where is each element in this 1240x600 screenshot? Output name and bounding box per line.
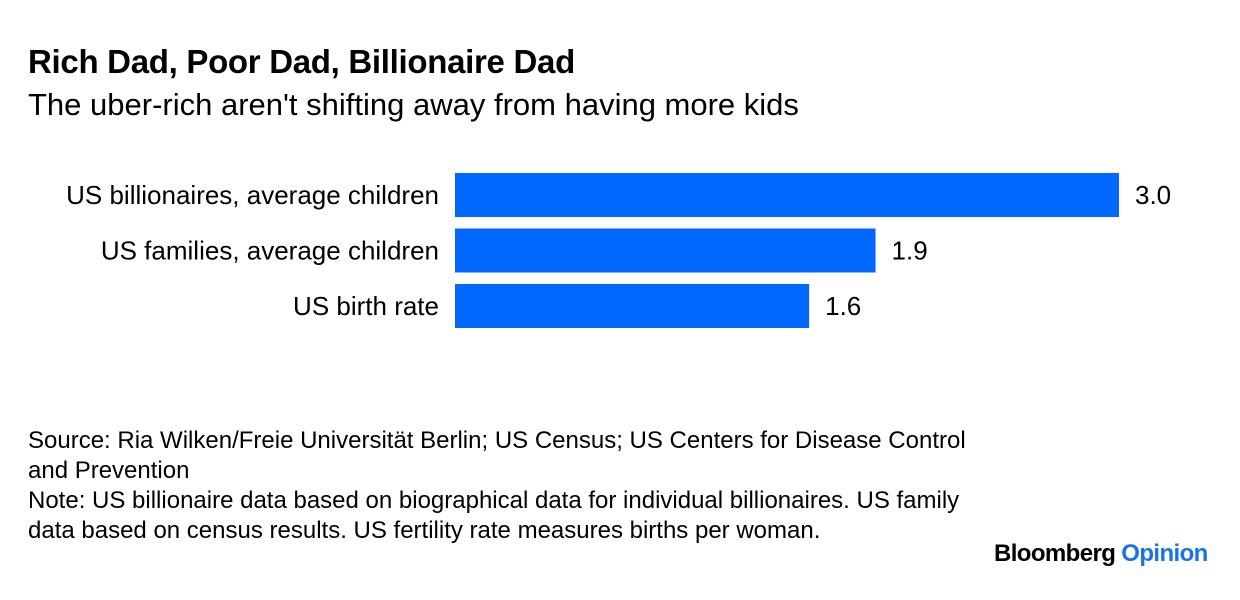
- value-label: 3.0: [1135, 180, 1171, 210]
- category-label: US billionaires, average children: [66, 180, 439, 210]
- brand-logo: Bloomberg Opinion: [994, 540, 1208, 568]
- category-label: US families, average children: [101, 236, 439, 266]
- bar: [455, 173, 1119, 217]
- chart-title: Rich Dad, Poor Dad, Billionaire Dad: [28, 43, 575, 80]
- category-label: US birth rate: [293, 291, 439, 321]
- footnotes: Source: Ria Wilken/Freie Universität Ber…: [28, 426, 988, 546]
- source-text: Source: Ria Wilken/Freie Universität Ber…: [28, 427, 966, 484]
- chart-subtitle: The uber-rich aren't shifting away from …: [28, 87, 799, 122]
- bar: [455, 228, 876, 273]
- brand-section: Opinion: [1121, 540, 1208, 567]
- bar: [455, 284, 810, 328]
- value-label: 1.9: [892, 236, 928, 266]
- brand-name: Bloomberg: [994, 540, 1116, 567]
- bar-chart: US billionaires, average children 3.0 US f…: [66, 173, 1171, 328]
- value-label: 1.6: [825, 291, 861, 321]
- note-text: Note: US billionaire data based on biogr…: [28, 487, 960, 544]
